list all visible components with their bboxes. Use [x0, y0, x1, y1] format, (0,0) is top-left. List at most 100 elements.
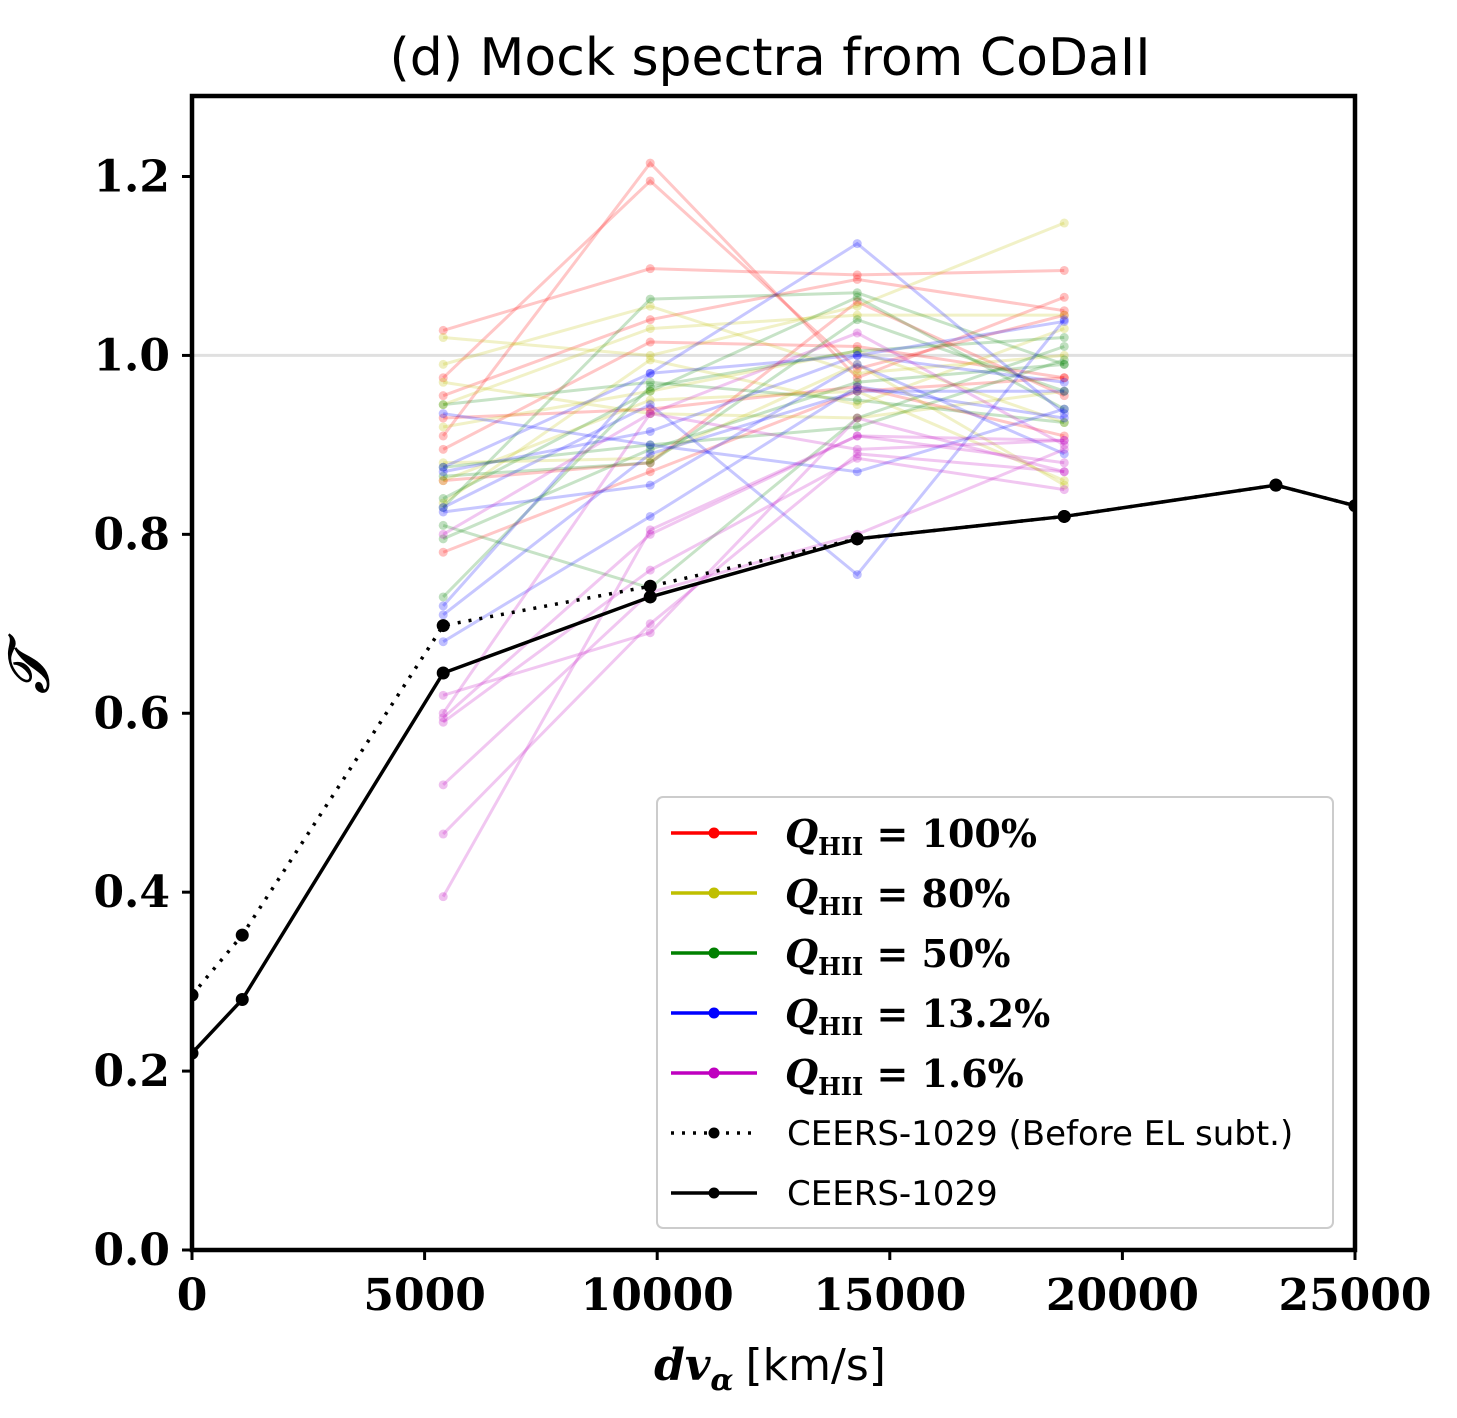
- mock-series-point: [645, 158, 655, 168]
- mock-series-point: [1059, 418, 1069, 428]
- mock-series-line: [442, 313, 1065, 407]
- observed-line: [192, 483, 1355, 1055]
- y-tick-label: 0.6: [93, 688, 170, 739]
- mock-series-point: [1059, 440, 1069, 450]
- legend-label: CEERS-1029 (Before EL subt.): [787, 1114, 1293, 1154]
- legend-label-subscript: HII: [818, 892, 863, 921]
- observed-point: [643, 590, 657, 604]
- mock-series-point: [852, 239, 862, 249]
- mock-series-line: [443, 362, 1066, 487]
- x-axis-label: dvα [km/s]: [654, 1340, 886, 1398]
- mock-series-point: [852, 301, 862, 311]
- mock-series-point: [1059, 306, 1069, 316]
- legend-label-variable: Q: [785, 931, 818, 976]
- mock-series-point: [645, 337, 655, 347]
- mock-series-group: [438, 288, 1069, 602]
- y-tick-label: 0.4: [93, 867, 170, 918]
- mock-series-point: [852, 467, 862, 477]
- mock-series-line: [443, 380, 1065, 425]
- mock-series-point: [645, 440, 655, 450]
- mock-series-point: [852, 431, 862, 441]
- mock-series-point: [1059, 391, 1069, 401]
- mock-series-point: [438, 476, 448, 486]
- x-axis-label-subscript: α: [710, 1363, 733, 1398]
- mock-series-point: [438, 476, 448, 486]
- mock-series-point: [438, 462, 448, 472]
- mock-series-point: [438, 467, 448, 477]
- legend-item: CEERS-1029 (Before EL subt.): [671, 1114, 1293, 1154]
- mock-series-point: [645, 368, 655, 378]
- mock-series-point: [852, 364, 862, 374]
- mock-series-point: [852, 359, 862, 369]
- mock-series-point: [1059, 218, 1069, 228]
- mock-series-point: [438, 359, 448, 369]
- mock-series-point: [852, 346, 862, 356]
- mock-series-point: [1059, 310, 1069, 320]
- legend-label-value: = 13.2%: [863, 991, 1050, 1036]
- observed-point: [850, 532, 864, 546]
- legend-swatch-marker: [708, 887, 720, 899]
- mock-series-line: [442, 407, 1065, 474]
- mock-series-point: [852, 431, 862, 441]
- mock-series-line: [443, 385, 1065, 438]
- mock-series-point: [1059, 413, 1069, 423]
- mock-series-group: [438, 158, 1069, 557]
- mock-series-line: [442, 416, 1065, 697]
- legend-label-value: = 100%: [863, 811, 1037, 856]
- mock-series-point: [852, 413, 862, 423]
- mock-series-point: [645, 409, 655, 419]
- legend-item: QHII = 100%: [671, 811, 1037, 861]
- mock-series-point: [438, 391, 448, 401]
- mock-series-point: [645, 350, 655, 360]
- mock-series-line: [442, 380, 1065, 420]
- mock-series-point: [1059, 431, 1069, 441]
- legend: QHII = 100%QHII = 80%QHII = 50%QHII = 13…: [656, 796, 1334, 1229]
- mock-series-point: [1059, 458, 1069, 468]
- legend-label-subscript: HII: [818, 1012, 863, 1041]
- mock-series-point: [852, 422, 862, 432]
- mock-series-point: [438, 708, 448, 718]
- mock-series-line: [442, 295, 1065, 500]
- legend-label-value: = 1.6%: [863, 1051, 1024, 1096]
- mock-series-point: [438, 780, 448, 790]
- mock-series-line: [442, 327, 1065, 505]
- mock-series-point: [1059, 404, 1069, 414]
- legend-label: CEERS-1029: [787, 1174, 998, 1214]
- x-axis: 0 5000 10000 15000 20000 25000: [177, 1250, 1432, 1321]
- mock-series-group: [438, 218, 1069, 508]
- x-tick-label: 25000: [1278, 1270, 1431, 1321]
- legend-label: QHII = 13.2%: [785, 991, 1050, 1041]
- mock-series-point: [438, 471, 448, 481]
- mock-series-line: [442, 447, 1065, 786]
- mock-series-line: [442, 345, 1065, 590]
- legend-label-subscript: HII: [818, 832, 863, 861]
- mock-series-point: [1059, 467, 1069, 477]
- mock-series-group: [438, 239, 1069, 647]
- mock-series-point: [438, 494, 448, 504]
- mock-series-point: [852, 350, 862, 360]
- mock-series-point: [645, 294, 655, 304]
- x-tick-label: 10000: [581, 1270, 734, 1321]
- mock-series-line: [442, 362, 1065, 541]
- mock-series-point: [645, 386, 655, 396]
- mock-series-line: [442, 319, 1065, 474]
- legend-label-variable: Q: [785, 871, 818, 916]
- mock-series-point: [645, 395, 655, 405]
- mock-series-line: [442, 349, 1065, 429]
- mock-series-point: [852, 386, 862, 396]
- observed-point: [436, 619, 450, 633]
- mock-series-point: [852, 444, 862, 454]
- mock-series-point: [645, 453, 655, 463]
- legend-label: QHII = 1.6%: [785, 1051, 1024, 1101]
- mock-series-point: [1059, 333, 1069, 343]
- mock-series-line: [442, 456, 1065, 724]
- legend-label-value: = 50%: [863, 931, 1010, 976]
- mock-series-point: [438, 547, 448, 557]
- x-tick-label: 20000: [1046, 1270, 1199, 1321]
- mock-series-point: [438, 601, 448, 611]
- mock-series-point: [852, 350, 862, 360]
- mock-series-point: [852, 395, 862, 405]
- mock-series-point: [645, 301, 655, 311]
- mock-series-point: [852, 315, 862, 325]
- mock-series-point: [1059, 386, 1069, 396]
